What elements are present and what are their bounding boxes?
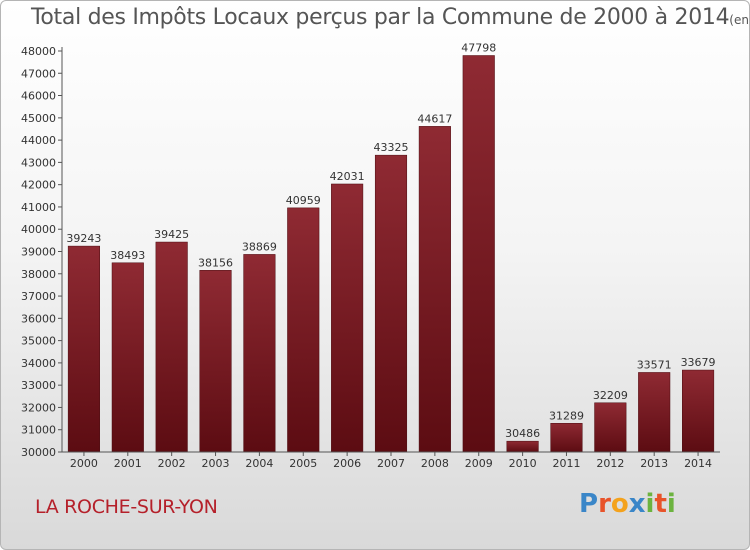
bar-value-label: 33679 bbox=[681, 356, 716, 369]
x-tick-label: 2002 bbox=[158, 457, 186, 470]
y-tick-label: 48000 bbox=[21, 45, 56, 58]
y-tick-label: 35000 bbox=[21, 335, 56, 348]
chart-unit-note: (en milliers d'€) bbox=[729, 13, 749, 27]
bar-2008 bbox=[418, 126, 451, 453]
bar-value-label: 44617 bbox=[417, 112, 452, 125]
bar-2011 bbox=[550, 423, 583, 453]
bar-value-label: 38156 bbox=[198, 256, 233, 269]
chart-title: Total des Impôts Locaux perçus par la Co… bbox=[31, 5, 749, 30]
bar-2002 bbox=[155, 241, 188, 453]
x-axis: 2000 2001 2002 2003 2004 2005 2006 2007 2008 2009… bbox=[62, 451, 720, 470]
bar-2005 bbox=[287, 207, 320, 453]
bar-value-label: 42031 bbox=[330, 170, 365, 183]
y-tick-label: 42000 bbox=[21, 179, 56, 192]
y-tick-label: 41000 bbox=[21, 201, 56, 214]
y-tick-label: 32000 bbox=[21, 401, 56, 414]
bar-2010 bbox=[506, 440, 539, 453]
x-tick-label: 2004 bbox=[245, 457, 273, 470]
bar-2012 bbox=[594, 402, 627, 453]
x-tick-label: 2006 bbox=[333, 457, 361, 470]
y-tick-label: 45000 bbox=[21, 112, 56, 125]
logo-letter: i bbox=[645, 489, 655, 519]
y-tick-label: 31000 bbox=[21, 424, 56, 437]
y-tick-label: 38000 bbox=[21, 268, 56, 281]
bar-2006 bbox=[331, 183, 364, 453]
y-tick-label: 33000 bbox=[21, 379, 56, 392]
x-tick-label: 2003 bbox=[202, 457, 230, 470]
bar-value-label: 47798 bbox=[461, 42, 496, 55]
logo-letter: t bbox=[654, 489, 667, 519]
bar-2000 bbox=[67, 245, 100, 453]
bar-value-label: 33571 bbox=[637, 358, 672, 371]
y-tick-label: 40000 bbox=[21, 223, 56, 236]
y-tick-label: 37000 bbox=[21, 290, 56, 303]
bar-2014 bbox=[682, 369, 715, 453]
x-tick-label: 2007 bbox=[377, 457, 405, 470]
x-tick-label: 2001 bbox=[114, 457, 142, 470]
x-tick-label: 2000 bbox=[70, 457, 98, 470]
bars: 39243 38493 39425 38156 38869 40959 42031 43325… bbox=[66, 42, 716, 453]
x-tick-label: 2013 bbox=[640, 457, 668, 470]
bar-value-label: 38493 bbox=[110, 249, 145, 262]
bar-2007 bbox=[374, 154, 408, 453]
bar-value-label: 43325 bbox=[374, 141, 409, 154]
chart-title-text: Total des Impôts Locaux perçus par la Co… bbox=[31, 5, 730, 30]
logo-letter: x bbox=[628, 489, 646, 519]
x-tick-label: 2005 bbox=[289, 457, 317, 470]
logo-letter: P bbox=[579, 489, 599, 519]
bar-2003 bbox=[199, 270, 232, 453]
bar-value-label: 40959 bbox=[286, 194, 321, 207]
y-axis: 30000 31000 32000 33000 34000 35000 36000 37000… bbox=[21, 45, 63, 459]
logo-letter: r bbox=[598, 489, 611, 519]
bar-value-label: 30486 bbox=[505, 427, 540, 440]
y-tick-label: 39000 bbox=[21, 246, 56, 259]
logo-letter: o bbox=[610, 489, 629, 519]
y-tick-label: 36000 bbox=[21, 312, 56, 325]
bar-value-label: 39243 bbox=[66, 232, 101, 245]
y-tick-label: 44000 bbox=[21, 134, 56, 147]
y-tick-label: 34000 bbox=[21, 357, 56, 370]
bar-value-label: 32209 bbox=[593, 389, 628, 402]
bar-2009 bbox=[462, 55, 495, 453]
proxiti-logo[interactable]: Proxiti bbox=[579, 489, 676, 519]
x-tick-label: 2010 bbox=[509, 457, 537, 470]
bar-value-label: 31289 bbox=[549, 409, 584, 422]
bar-2013 bbox=[638, 372, 671, 453]
bar-value-label: 39425 bbox=[154, 228, 189, 241]
x-tick-label: 2012 bbox=[596, 457, 624, 470]
x-tick-label: 2014 bbox=[684, 457, 712, 470]
bar-2001 bbox=[111, 262, 144, 453]
y-tick-label: 47000 bbox=[21, 67, 56, 80]
x-tick-label: 2009 bbox=[465, 457, 493, 470]
bar-2004 bbox=[243, 254, 276, 453]
city-name: LA ROCHE-SUR-YON bbox=[35, 496, 218, 518]
x-tick-label: 2008 bbox=[421, 457, 449, 470]
y-tick-label: 46000 bbox=[21, 90, 56, 103]
y-tick-label: 43000 bbox=[21, 156, 56, 169]
x-tick-label: 2011 bbox=[552, 457, 580, 470]
bar-value-label: 38869 bbox=[242, 240, 277, 253]
y-tick-label: 30000 bbox=[21, 446, 56, 459]
logo-letter: i bbox=[666, 489, 676, 519]
